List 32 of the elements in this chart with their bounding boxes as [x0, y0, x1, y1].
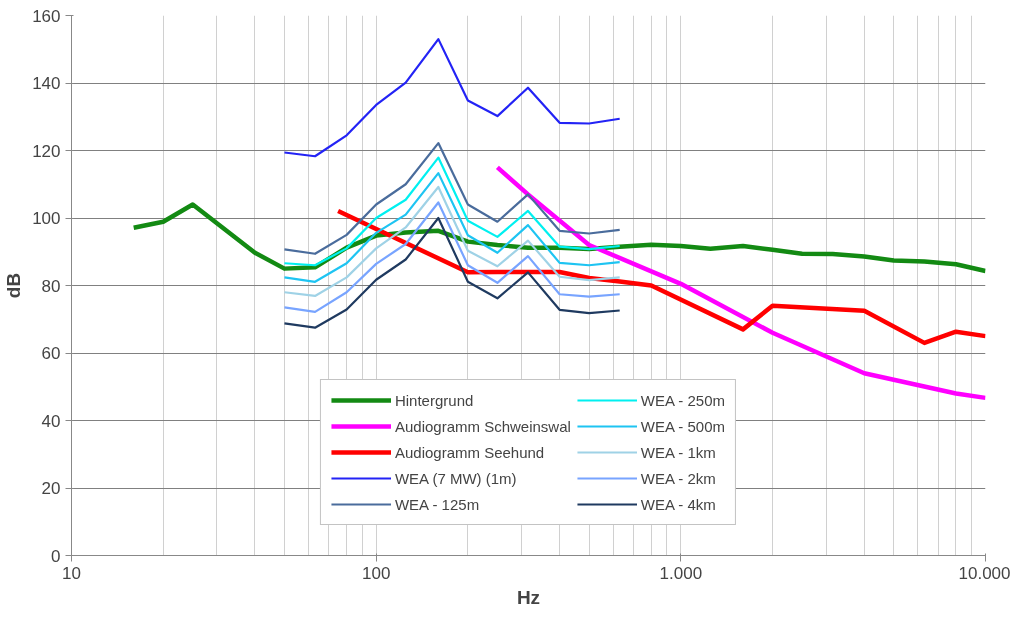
y-tick-label: 140 — [32, 74, 61, 93]
legend-label: WEA - 125m — [394, 495, 480, 513]
line-series — [283, 38, 621, 158]
line-series — [283, 141, 621, 255]
line-series — [283, 185, 621, 298]
x-tick-label: 100 — [361, 563, 391, 583]
y-tick-label: 160 — [32, 6, 61, 26]
legend-label: Audiogramm Schweinswal — [394, 417, 571, 435]
line-series — [283, 201, 621, 313]
y-tick-label: 100 — [32, 209, 61, 228]
y-tick-label: 0 — [51, 546, 61, 566]
line-series — [283, 172, 621, 283]
x-tick-label: 10 — [62, 563, 81, 583]
y-tick-label: 120 — [32, 141, 61, 161]
legend-label: WEA - 1km — [640, 443, 716, 461]
legend-label: WEA - 250m — [640, 391, 726, 409]
legend-label: WEA - 2km — [640, 469, 716, 487]
x-tick-label: 10.000 — [958, 563, 1011, 583]
x-tick-label: 1.000 — [659, 563, 703, 583]
y-tick-label: 20 — [41, 479, 61, 498]
legend-label: WEA - 500m — [640, 417, 726, 435]
legend-label: WEA (7 MW) (1m) — [394, 469, 517, 487]
legend-label: Audiogramm Seehund — [394, 443, 545, 461]
y-tick-label: 40 — [41, 411, 61, 431]
x-axis-title: Hz — [516, 586, 541, 608]
legend-label: WEA - 4km — [640, 495, 716, 513]
line-series — [283, 216, 621, 329]
y-axis-title: dB — [3, 272, 25, 299]
line-series — [283, 156, 621, 267]
y-tick-label: 60 — [41, 344, 61, 363]
y-tick-label: 80 — [41, 276, 61, 296]
legend-label: Hintergrund — [394, 391, 474, 409]
